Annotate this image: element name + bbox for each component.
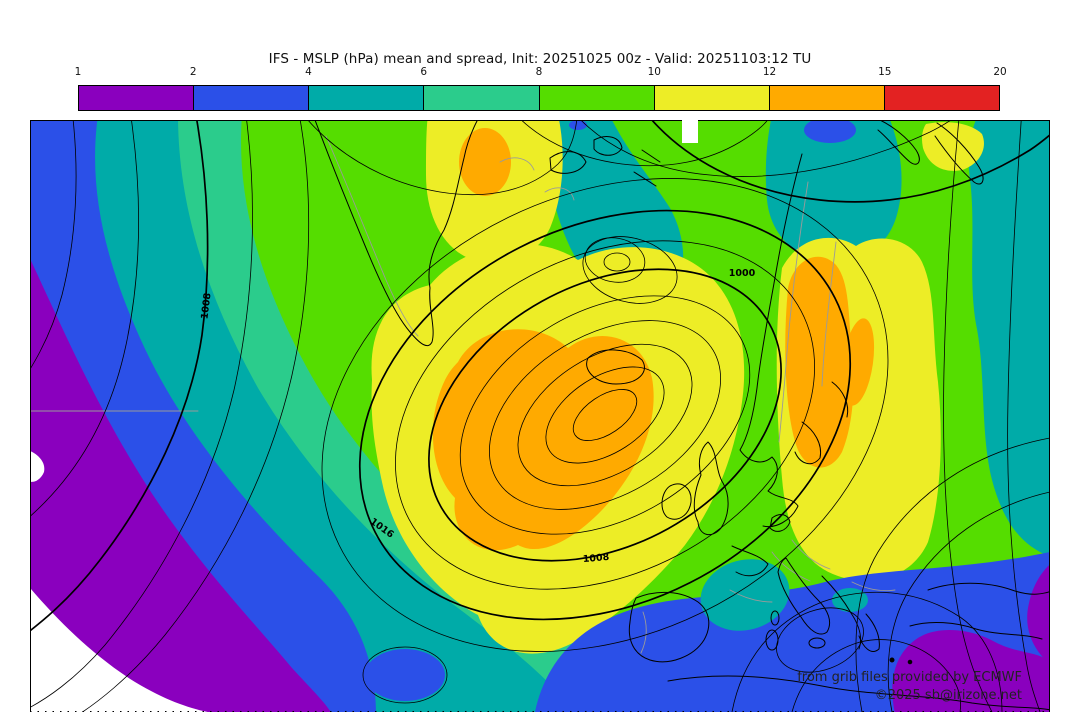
colorbar-tick-label: 4 xyxy=(305,66,312,78)
colorbar-tick-label: 10 xyxy=(647,66,661,78)
colorbar-segment-6 xyxy=(769,86,885,110)
borders-graticule-layer xyxy=(30,135,896,654)
colorbar-segment-4 xyxy=(539,86,655,110)
attribution-copyright: ©2025 sb@irizone.net xyxy=(875,688,1022,703)
colorbar xyxy=(78,85,1000,111)
colorbar-ticks: 1 2 4 6 8 10 12 15 20 xyxy=(74,66,1007,80)
map-container: 1008 1016 1008 1000 from grib files prov… xyxy=(30,120,1050,712)
isobar-layer xyxy=(30,120,1050,712)
colorbar-tick-label: 2 xyxy=(189,66,197,78)
norway-coast xyxy=(739,153,803,528)
attribution-source: from grib files provided by ECMWF xyxy=(797,670,1022,685)
colorbar-tick-label: 8 xyxy=(535,66,543,78)
iceland-coast xyxy=(586,349,645,385)
weather-map: 1008 1016 1008 1000 from grib files prov… xyxy=(30,120,1050,712)
colorbar-segment-7 xyxy=(884,86,999,110)
colorbar-tick-label: 20 xyxy=(993,66,1007,78)
italy-coast xyxy=(777,557,831,635)
spread-fill-layer xyxy=(30,120,1050,712)
north-africa-coast xyxy=(667,675,1050,711)
map-border xyxy=(30,120,1050,712)
colorbar-tick-label: 15 xyxy=(878,66,892,78)
white-notch xyxy=(682,120,698,143)
colorbar-tick-label: 12 xyxy=(762,66,777,78)
colorbar-segment-3 xyxy=(424,86,540,110)
isobar-label-west: 1008 xyxy=(199,292,213,320)
coastline-layer xyxy=(314,120,1050,711)
uk-coast xyxy=(693,441,729,536)
colorbar-segment-2 xyxy=(309,86,425,110)
colorbar-segment-1 xyxy=(194,86,310,110)
colorbar-segment-5 xyxy=(654,86,770,110)
isobar-label-northeast: 1000 xyxy=(729,268,756,279)
iberia-coast xyxy=(628,591,710,663)
colorbar-segment-0 xyxy=(79,86,195,110)
isobar-label-south: 1008 xyxy=(582,552,610,565)
colorbar-tick-label: 6 xyxy=(420,66,428,78)
ireland-coast xyxy=(661,483,692,520)
page-title: IFS - MSLP (hPa) mean and spread, Init: … xyxy=(268,51,812,67)
colorbar-tick-label: 1 xyxy=(74,66,82,78)
high-spread-orange-regions xyxy=(432,128,875,551)
